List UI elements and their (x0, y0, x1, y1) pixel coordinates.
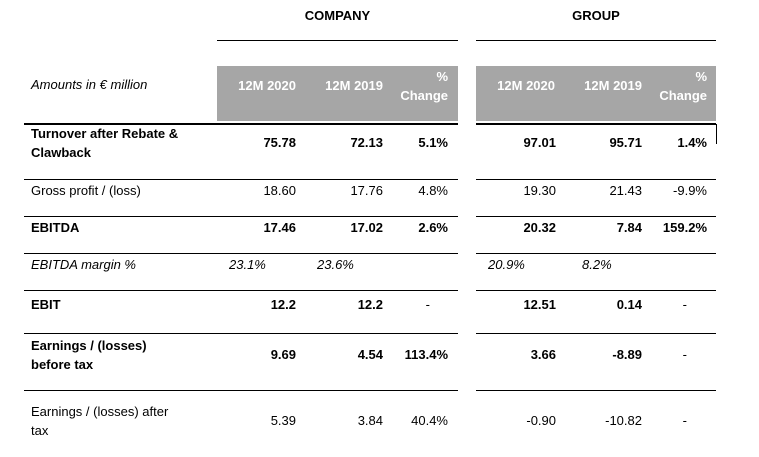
cell-group-2020: 19.30 (523, 183, 556, 198)
cell-group-2020: 3.66 (530, 347, 556, 362)
cell-company-2019: 23.6% (317, 257, 354, 272)
row-rule (24, 179, 458, 180)
cell-border (716, 124, 717, 144)
cell-company-change: 4.8% (418, 183, 448, 198)
cell-group-2019: -8.89 (612, 347, 642, 362)
row-rule (476, 253, 716, 254)
row-label-earnings-after-tax: Earnings / (losses) after tax (31, 402, 211, 440)
company-top-rule (217, 40, 458, 41)
row-rule (476, 179, 716, 180)
group-col-12m2019: 12M 2019 (584, 78, 642, 93)
cell-company-change: 5.1% (418, 135, 448, 150)
row-rule (476, 333, 716, 334)
row-rule (476, 390, 716, 391)
row-rule (24, 390, 458, 391)
cell-group-change: - (682, 297, 687, 312)
row-label-ebitda-margin: EBITDA margin % (31, 257, 136, 272)
cell-company-2019: 17.76 (350, 183, 383, 198)
cell-group-2020: 20.32 (523, 220, 556, 235)
cell-group-change: - (682, 413, 687, 428)
cell-group-change: -9.9% (673, 183, 707, 198)
cell-group-2019: 95.71 (609, 135, 642, 150)
cell-group-2020: -0.90 (526, 413, 556, 428)
row-label-line: Earnings / (losses) (31, 338, 147, 353)
company-col-change: Change (400, 88, 448, 103)
group-header-box (476, 66, 716, 121)
company-col-12m2019: 12M 2019 (325, 78, 383, 93)
amounts-label: Amounts in € million (31, 77, 148, 92)
cell-group-2019: 0.14 (616, 297, 642, 312)
group-col-12m2020: 12M 2020 (497, 78, 555, 93)
row-label-line: tax (31, 423, 49, 438)
cell-company-change: 113.4% (404, 347, 448, 362)
group-col-percent: % (695, 69, 707, 84)
cell-company-2020: 23.1% (229, 257, 266, 272)
row-rule (24, 290, 458, 291)
cell-company-2019: 4.54 (357, 347, 383, 362)
cell-group-change: 1.4% (677, 135, 707, 150)
cell-company-2020: 5.39 (270, 413, 296, 428)
row-label-line: before tax (31, 357, 94, 372)
cell-group-change: - (682, 347, 687, 362)
cell-group-2020: 12.51 (523, 297, 556, 312)
row-rule (24, 216, 458, 217)
row-rule (24, 333, 458, 334)
row-label-ebitda: EBITDA (31, 220, 80, 235)
row-label-turnover: Turnover after Rebate & Clawback (31, 124, 211, 162)
cell-group-2019: 7.84 (616, 220, 642, 235)
group-col-change: Change (659, 88, 707, 103)
cell-group-2020: 97.01 (523, 135, 556, 150)
cell-group-2019: 21.43 (609, 183, 642, 198)
cell-company-2019: 17.02 (350, 220, 383, 235)
row-rule (24, 123, 458, 125)
cell-company-2020: 17.46 (263, 220, 296, 235)
cell-company-2019: 12.2 (357, 297, 383, 312)
group-group-title: GROUP (572, 8, 620, 23)
company-group-title: COMPANY (304, 8, 371, 23)
row-rule (476, 216, 716, 217)
cell-group-2020: 20.9% (488, 257, 525, 272)
row-rule (476, 123, 716, 125)
cell-company-2019: 72.13 (350, 135, 383, 150)
company-header-box (217, 66, 458, 121)
row-label-line: Earnings / (losses) after (31, 404, 169, 419)
cell-company-2020: 12.2 (270, 297, 296, 312)
row-label-gross-profit: Gross profit / (loss) (31, 183, 141, 198)
cell-group-2019: 8.2% (582, 257, 612, 272)
row-rule (24, 253, 458, 254)
cell-company-2019: 3.84 (357, 413, 383, 428)
cell-company-2020: 9.69 (270, 347, 296, 362)
row-label-ebit: EBIT (31, 297, 61, 312)
company-col-percent: % (436, 69, 448, 84)
cell-company-2020: 75.78 (263, 135, 296, 150)
cell-group-change: 159.2% (662, 220, 707, 235)
cell-group-2019: -10.82 (605, 413, 642, 428)
cell-company-2020: 18.60 (263, 183, 296, 198)
cell-company-change: 2.6% (418, 220, 448, 235)
company-col-12m2020: 12M 2020 (238, 78, 296, 93)
cell-company-change: 40.4% (411, 413, 448, 428)
cell-company-change: - (425, 297, 430, 312)
row-label-line: Turnover after Rebate & (31, 126, 179, 141)
group-top-rule (476, 40, 716, 41)
row-rule (476, 290, 716, 291)
row-label-line: Clawback (31, 145, 91, 160)
row-label-earnings-before-tax: Earnings / (losses) before tax (31, 336, 211, 374)
